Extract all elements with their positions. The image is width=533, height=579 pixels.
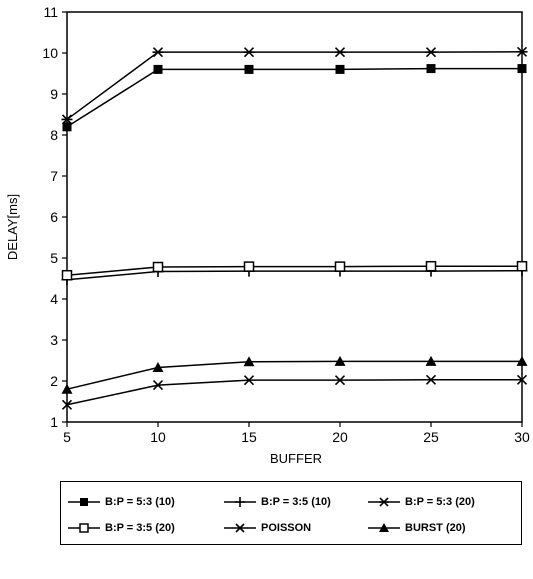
marker-asterisk	[425, 47, 437, 58]
series-line	[66, 265, 522, 276]
legend: B:P = 5:3 (10) B:P = 3:5 (10) B:P = 5:3 (2…	[60, 481, 522, 545]
marker-filled-square	[244, 64, 254, 74]
marker-x	[61, 399, 73, 410]
x-tick-label: 15	[241, 429, 257, 445]
marker-asterisk	[243, 47, 255, 58]
marker-filled-square	[62, 122, 72, 132]
marker-filled-triangle	[61, 383, 73, 394]
series-line	[66, 51, 523, 121]
legend-item: BURST (20)	[367, 519, 466, 537]
series-line	[66, 67, 522, 128]
y-tick-label: 9	[50, 86, 58, 102]
y-tick-label: 11	[43, 4, 58, 20]
y-tick-label: 5	[50, 250, 58, 266]
marker-x	[334, 375, 346, 386]
y-tick-label: 10	[42, 45, 58, 61]
marker-open-square	[334, 261, 346, 272]
legend-swatch	[368, 523, 400, 532]
x-tick-label: 25	[423, 429, 439, 445]
legend-swatch	[368, 497, 400, 507]
marker-x	[425, 374, 437, 385]
marker-open-square	[425, 260, 437, 272]
legend-swatch	[68, 498, 100, 506]
series-open-square	[61, 260, 528, 281]
x-tick-label: 10	[150, 429, 166, 445]
marker-x	[243, 375, 255, 386]
marker-asterisk	[61, 114, 73, 125]
series-filled-square	[62, 64, 527, 132]
series-line	[66, 379, 522, 406]
marker-asterisk	[516, 46, 528, 57]
marker-filled-triangle	[243, 356, 255, 367]
marker-x	[152, 380, 164, 391]
legend-item: B:P = 3:5 (20)	[67, 519, 175, 537]
delay-vs-buffer-chart: 1 2 3 4 5 6 7 8 9 10 11 5 10 15 20 25 30 BUFFER DELAY[m…	[5, 4, 530, 466]
marker-filled-square	[517, 64, 527, 74]
marker-filled-square	[80, 498, 88, 506]
marker-filled-triangle	[379, 523, 389, 532]
marker-filled-triangle	[334, 355, 346, 366]
series-filled-triangle	[61, 355, 528, 394]
x-tick-label: 30	[514, 429, 530, 445]
series-plus	[61, 265, 528, 286]
x-tick-label: 20	[332, 429, 348, 445]
series-asterisk	[61, 46, 528, 125]
series-line	[66, 269, 523, 281]
marker-filled-square	[426, 64, 436, 74]
marker-filled-triangle	[152, 361, 164, 372]
marker-x	[516, 374, 528, 385]
marker-filled-triangle	[516, 355, 528, 366]
legend-label: B:P = 5:3 (10)	[105, 496, 175, 508]
marker-asterisk	[334, 47, 346, 58]
marker-x	[235, 523, 245, 533]
plot-frame	[66, 11, 523, 423]
marker-filled-triangle	[425, 355, 437, 366]
x-axis: 5 10 15 20 25 30	[63, 422, 530, 445]
legend-label: B:P = 5:3 (20)	[405, 496, 475, 508]
marker-asterisk	[379, 497, 389, 507]
series-x	[61, 374, 528, 410]
legend-label: B:P = 3:5 (10)	[261, 496, 331, 508]
marker-open-square	[79, 523, 89, 533]
y-axis-label: DELAY[ms]	[5, 194, 20, 260]
legend-item: B:P = 5:3 (20)	[367, 493, 475, 511]
y-axis: 1 2 3 4 5 6 7 8 9 10 11	[42, 4, 67, 430]
marker-open-square	[61, 269, 73, 281]
y-tick-label: 4	[50, 291, 58, 307]
legend-item: B:P = 3:5 (10)	[223, 493, 331, 511]
y-tick-label: 3	[50, 332, 58, 348]
marker-plus	[235, 497, 245, 507]
legend-swatch	[224, 523, 256, 533]
legend-label: B:P = 3:5 (20)	[105, 522, 175, 534]
legend-item: B:P = 5:3 (10)	[67, 493, 175, 511]
y-tick-label: 8	[50, 127, 58, 143]
marker-filled-square	[153, 64, 163, 74]
plot-area	[66, 11, 523, 423]
legend-swatch	[224, 497, 256, 507]
y-tick-label: 6	[50, 209, 58, 225]
marker-open-square	[516, 260, 528, 272]
marker-open-square	[243, 261, 255, 272]
legend-item: POISSON	[223, 519, 311, 537]
y-tick-label: 7	[50, 168, 58, 184]
y-tick-label: 2	[50, 373, 58, 389]
marker-asterisk	[152, 47, 164, 58]
marker-filled-square	[335, 64, 345, 74]
series-line	[66, 360, 522, 390]
legend-label: POISSON	[261, 522, 312, 534]
y-tick-label: 1	[50, 414, 58, 430]
legend-label: BURST (20)	[405, 522, 466, 534]
x-axis-label: BUFFER	[270, 451, 322, 466]
x-tick-label: 5	[63, 429, 71, 445]
legend-swatch	[68, 523, 100, 533]
marker-open-square	[152, 261, 164, 273]
series-layer	[61, 46, 528, 410]
